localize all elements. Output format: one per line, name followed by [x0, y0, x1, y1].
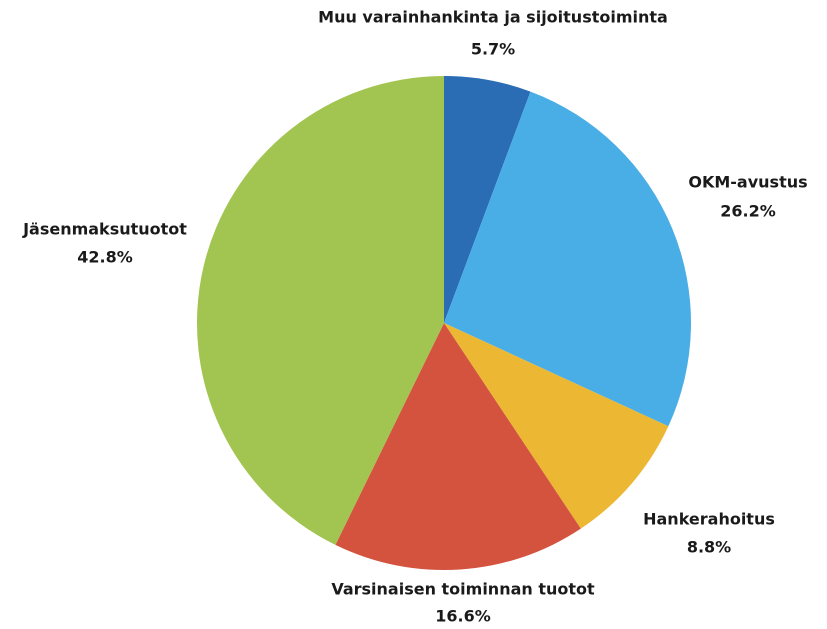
pie-slice	[444, 323, 669, 529]
slice-label: Hankerahoitus	[643, 510, 775, 529]
slice-value: 26.2%	[720, 202, 776, 221]
slice-label: Muu varainhankinta ja sijoitustoiminta	[318, 8, 668, 27]
slice-value: 16.6%	[435, 607, 491, 626]
slice-value: 5.7%	[471, 40, 515, 59]
slice-value: 8.8%	[687, 538, 731, 557]
pie-slice	[335, 323, 581, 570]
slice-label: Jäsenmaksutuotot	[22, 220, 187, 239]
pie-slice	[444, 91, 691, 427]
pie-slice	[444, 76, 531, 323]
slice-label: Varsinaisen toiminnan tuotot	[331, 580, 595, 599]
pie-slice	[197, 76, 444, 545]
slice-value: 42.8%	[77, 248, 133, 267]
slice-label: OKM-avustus	[688, 173, 807, 192]
